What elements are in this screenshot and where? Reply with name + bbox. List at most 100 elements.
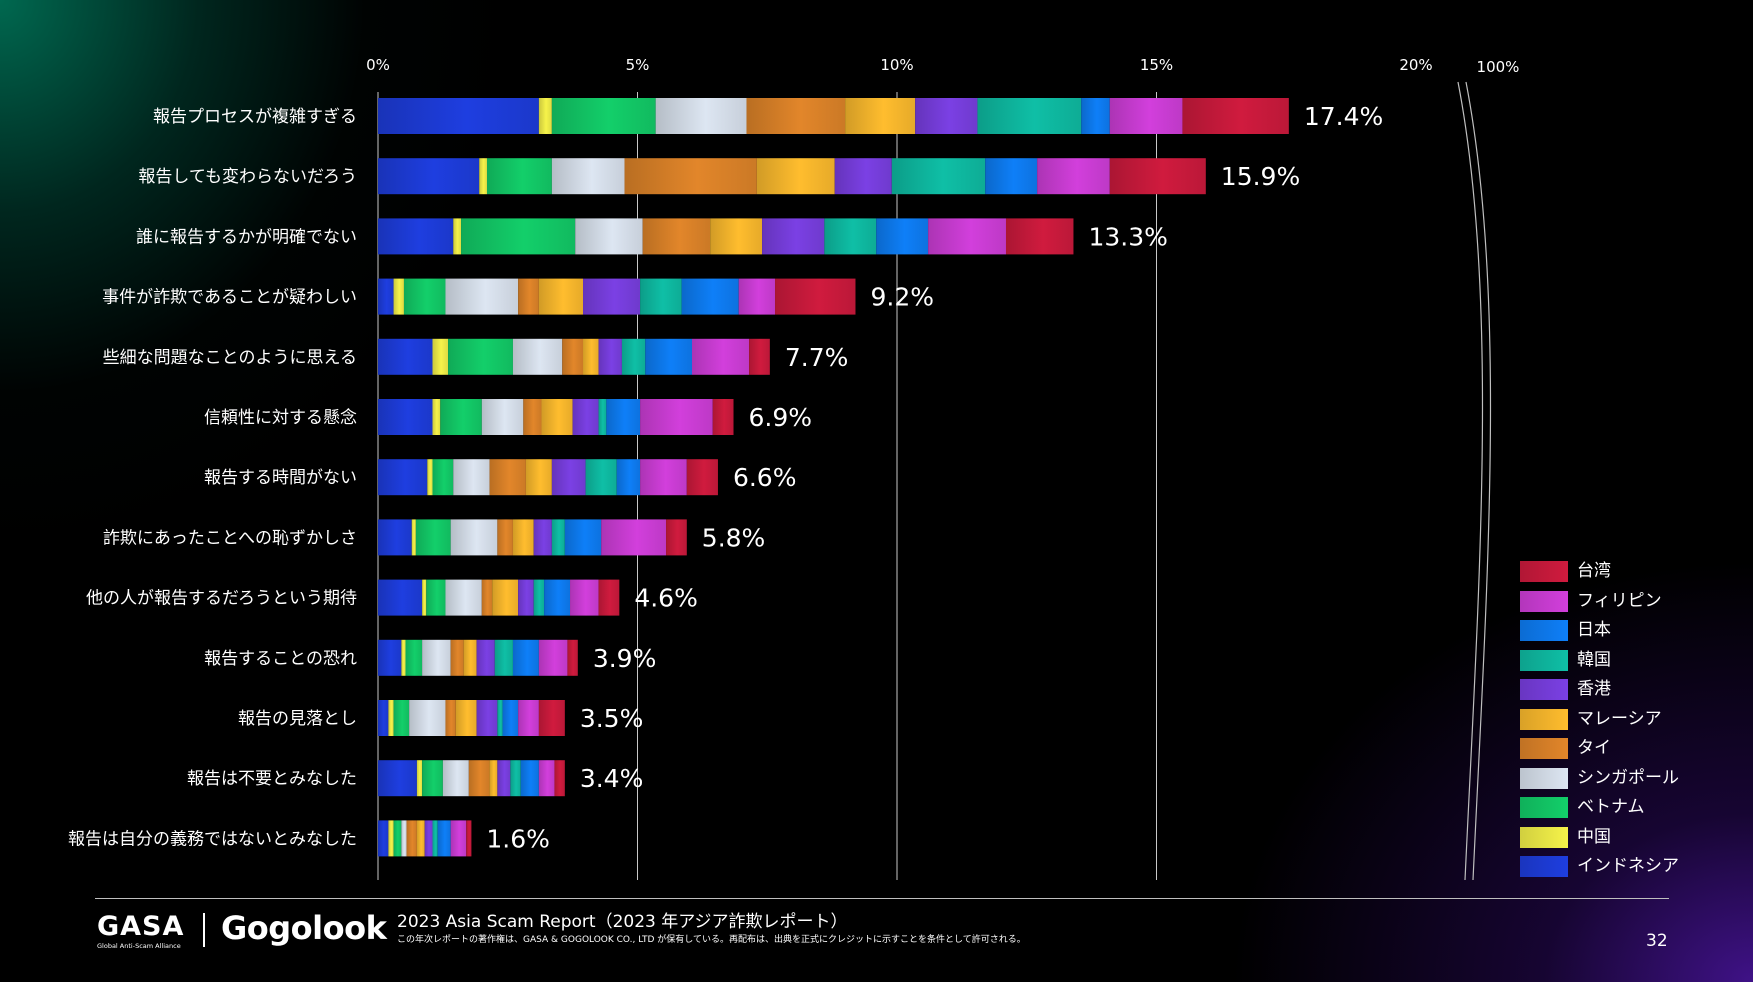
total-value-label: 1.6% [486, 824, 550, 853]
bar-segment [533, 519, 552, 556]
bar-segment [378, 218, 454, 255]
bar-segment [450, 820, 467, 857]
bar-row [378, 399, 734, 435]
category-label: 些細な問題なことのように思える [103, 348, 357, 368]
bar-segment [416, 760, 423, 797]
bar-segment [401, 820, 407, 857]
bar-segment [405, 639, 423, 676]
bar-segment [642, 218, 711, 255]
bar-segment [606, 399, 641, 435]
bar-segment [492, 579, 519, 616]
bar-segment [551, 158, 625, 195]
bar-segment [538, 760, 555, 797]
x-tick-labels: 0% 5% 10% 15% 20% [366, 56, 1433, 74]
bar-segment [666, 519, 687, 556]
bar-row [378, 98, 1289, 134]
bar-segment [691, 338, 750, 375]
bar-segment [437, 820, 451, 857]
stacked-bar-chart: 0% 5% 10% 15% 20% 報告プロセスが複雑すぎる報告しても変わらないだろう誰… [68, 56, 1519, 881]
bar-segment [481, 399, 524, 435]
bar-segment [538, 639, 568, 676]
axis-break-curve-left [1457, 81, 1484, 881]
bar-segment [824, 218, 877, 255]
legend-label: 韓国 [1577, 649, 1611, 670]
bar-segment [426, 579, 446, 616]
bar-segment [445, 700, 456, 736]
bar-segment [551, 98, 656, 134]
bar-segment [845, 98, 916, 134]
bar-segment [746, 98, 846, 134]
bar-segment [510, 760, 521, 797]
bar-segment [461, 218, 576, 255]
bar-segment [450, 639, 464, 676]
bar-segment [583, 338, 599, 375]
bar-segment [1109, 158, 1206, 195]
bar-segment [442, 760, 469, 797]
bar-segment [479, 158, 487, 195]
bar-segment [378, 158, 480, 195]
bar-segment [1005, 218, 1074, 255]
total-value-label: 4.6% [634, 584, 698, 613]
total-labels: 17.4% 15.9% 13.3% 9.2% 7.7% 6.9% 6.6% 5.8% 4.6% 3… [486, 102, 1383, 853]
category-label: 報告することの恐れ [204, 649, 357, 669]
legend-swatch [1520, 590, 1568, 612]
bar-segment [476, 639, 495, 676]
bar-segment [378, 700, 389, 736]
bar-segment [541, 399, 573, 435]
gasa-logo: GASA Global Anti-Scam Alliance [97, 912, 184, 951]
bar-segment [388, 820, 394, 857]
bar-segment [523, 399, 542, 435]
category-label: 他の人が報告するだろうという期待 [86, 589, 357, 609]
category-label: 事件が詐欺であることが疑わしい [102, 288, 357, 308]
bar-segment [440, 399, 482, 435]
bar-segment [640, 278, 682, 315]
bar-segment [562, 338, 584, 375]
bar-segment [616, 459, 641, 496]
bar-segment [422, 760, 443, 797]
bar-segment [432, 820, 438, 857]
bar-segment [621, 338, 646, 375]
legend-label: 香港 [1577, 679, 1611, 699]
bar-segment [533, 579, 545, 616]
bar-segment [468, 760, 490, 797]
bar-segment [378, 399, 433, 435]
bar-row [378, 579, 620, 616]
bar-segment [378, 639, 402, 676]
bar-segment [598, 579, 620, 616]
bar-segment [486, 158, 552, 195]
bar-row [378, 700, 565, 736]
bar-segment [403, 278, 446, 315]
legend-swatch [1520, 767, 1568, 789]
bar-segment [525, 459, 552, 496]
bar-segment [463, 639, 477, 676]
bar-segment [645, 338, 692, 375]
bars [378, 98, 1289, 857]
bar-segment [378, 760, 417, 797]
bar-segment [432, 338, 449, 375]
legend-swatch [1520, 561, 1568, 582]
bar-segment [567, 639, 578, 676]
category-label: 報告は自分の義務ではないとみなした [68, 829, 357, 849]
bar-segment [415, 519, 451, 556]
bar-segment [466, 820, 472, 857]
bar-segment [640, 459, 687, 496]
category-label: 報告は不要とみなした [187, 769, 357, 789]
x-tick-label: 20% [1399, 56, 1432, 74]
bar-row [378, 218, 1074, 255]
bar-segment [416, 820, 425, 857]
total-value-label: 7.7% [785, 343, 849, 372]
total-value-label: 3.9% [593, 644, 657, 673]
bar-segment [681, 278, 739, 315]
total-value-label: 3.5% [580, 704, 644, 733]
legend-label: フィリピン [1577, 590, 1662, 611]
bar-segment [520, 760, 539, 797]
bar-segment [497, 700, 503, 736]
bar-segment [445, 579, 482, 616]
legend-swatch [1520, 649, 1568, 671]
total-value-label: 15.9% [1221, 162, 1300, 191]
legend-label: 中国 [1577, 826, 1611, 847]
category-label: 信頼性に対する懸念 [204, 407, 357, 428]
bar-segment [445, 278, 519, 315]
copyright-notice: この年次レポートの著作権は、GASA & GOGOLOOK CO., LTD が… [397, 935, 1026, 945]
bar-segment [551, 459, 586, 496]
